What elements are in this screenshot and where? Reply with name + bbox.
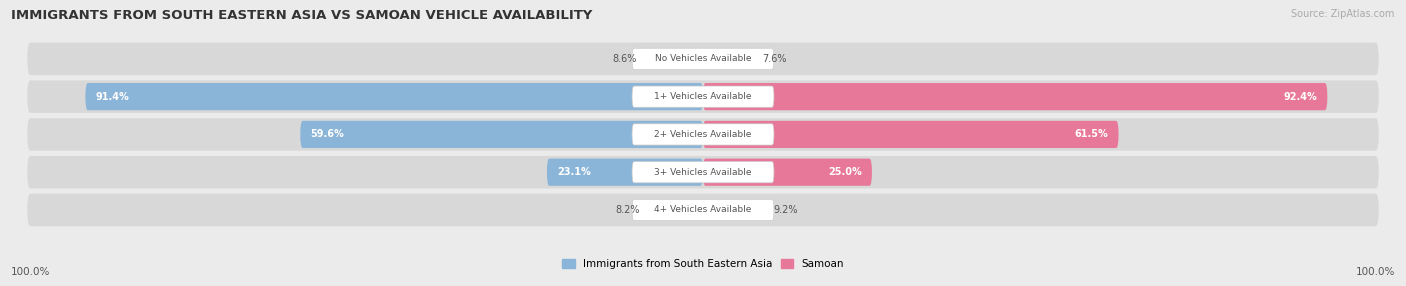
Text: 9.2%: 9.2%: [773, 205, 797, 215]
FancyBboxPatch shape: [547, 159, 703, 186]
FancyBboxPatch shape: [633, 124, 773, 145]
Text: 4+ Vehicles Available: 4+ Vehicles Available: [654, 205, 752, 214]
FancyBboxPatch shape: [27, 156, 1379, 188]
Text: 2+ Vehicles Available: 2+ Vehicles Available: [654, 130, 752, 139]
Text: 100.0%: 100.0%: [11, 267, 51, 277]
FancyBboxPatch shape: [633, 162, 773, 183]
FancyBboxPatch shape: [86, 83, 703, 110]
FancyBboxPatch shape: [633, 199, 773, 221]
Text: 59.6%: 59.6%: [311, 130, 344, 139]
FancyBboxPatch shape: [27, 194, 1379, 226]
Text: 92.4%: 92.4%: [1284, 92, 1317, 102]
FancyBboxPatch shape: [633, 48, 773, 69]
FancyBboxPatch shape: [301, 121, 703, 148]
FancyBboxPatch shape: [27, 118, 1379, 151]
Legend: Immigrants from South Eastern Asia, Samoan: Immigrants from South Eastern Asia, Samo…: [558, 255, 848, 273]
Text: 8.2%: 8.2%: [614, 205, 640, 215]
Text: 8.6%: 8.6%: [613, 54, 637, 64]
Text: 61.5%: 61.5%: [1074, 130, 1108, 139]
FancyBboxPatch shape: [633, 86, 773, 107]
Text: 91.4%: 91.4%: [96, 92, 129, 102]
Text: No Vehicles Available: No Vehicles Available: [655, 54, 751, 63]
FancyBboxPatch shape: [27, 80, 1379, 113]
Text: 23.1%: 23.1%: [557, 167, 591, 177]
Text: 100.0%: 100.0%: [1355, 267, 1395, 277]
Text: 7.6%: 7.6%: [762, 54, 787, 64]
FancyBboxPatch shape: [703, 121, 1119, 148]
Text: 25.0%: 25.0%: [828, 167, 862, 177]
Text: IMMIGRANTS FROM SOUTH EASTERN ASIA VS SAMOAN VEHICLE AVAILABILITY: IMMIGRANTS FROM SOUTH EASTERN ASIA VS SA…: [11, 9, 592, 21]
FancyBboxPatch shape: [27, 43, 1379, 75]
Text: 3+ Vehicles Available: 3+ Vehicles Available: [654, 168, 752, 177]
Text: Source: ZipAtlas.com: Source: ZipAtlas.com: [1291, 9, 1395, 19]
Text: 1+ Vehicles Available: 1+ Vehicles Available: [654, 92, 752, 101]
FancyBboxPatch shape: [703, 83, 1327, 110]
FancyBboxPatch shape: [703, 159, 872, 186]
